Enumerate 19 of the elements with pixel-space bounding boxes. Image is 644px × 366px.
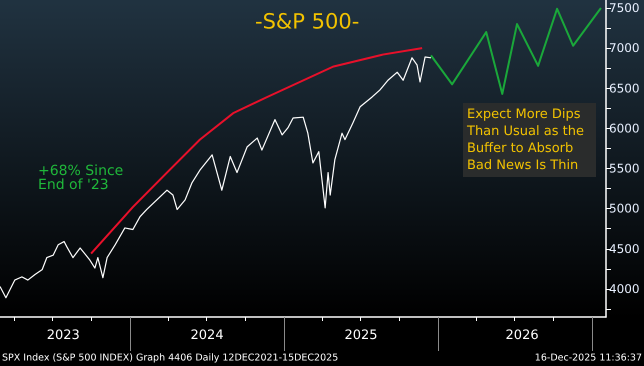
line-series bbox=[0, 56, 432, 298]
text: -S&P 500- bbox=[255, 10, 360, 34]
y-tick-label: 5500 bbox=[609, 162, 640, 176]
text: SPX Index (S&P 500 INDEX) Graph 4406 Daily 12DEC2021-15DEC2025 bbox=[2, 352, 338, 364]
x-tick-label: 2023 bbox=[46, 328, 80, 343]
y-tick-label: 6000 bbox=[609, 121, 640, 136]
y-tick-label: 6500 bbox=[609, 81, 640, 96]
x-tick-label: 2026 bbox=[506, 328, 539, 343]
y-tick-label: 7500 bbox=[609, 1, 640, 16]
line-series bbox=[430, 7, 602, 95]
y-tick-label: 5000 bbox=[609, 202, 640, 216]
x-tick-label: 2025 bbox=[344, 328, 378, 343]
annotation: Expect More Dips Than Usual as the Buffer to Absorb Bad News Is Thin bbox=[466, 107, 588, 173]
text: 16-Dec-2025 11:36:37 bbox=[534, 352, 642, 364]
y-tick-label: 7000 bbox=[609, 41, 640, 56]
x-tick-label: 2024 bbox=[190, 328, 224, 343]
annotation: +68% Since End of '23 bbox=[38, 163, 128, 193]
y-tick-label: 4000 bbox=[609, 282, 640, 296]
y-tick-label: 4500 bbox=[609, 242, 640, 256]
